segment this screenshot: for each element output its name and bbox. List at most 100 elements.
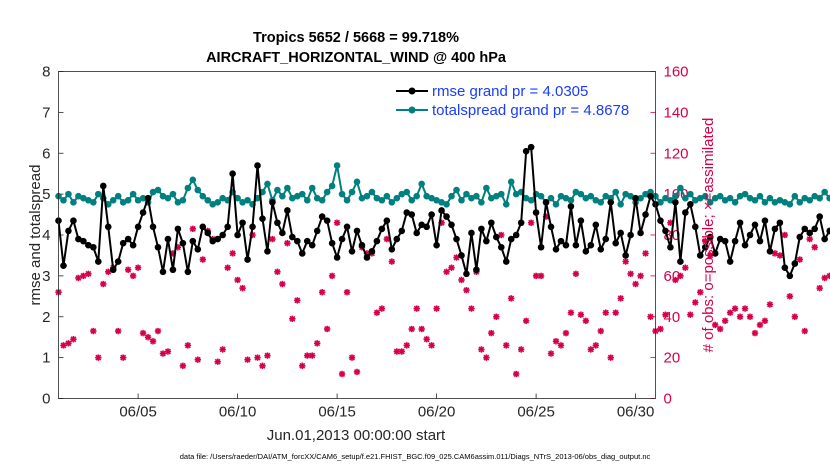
totalspread-point	[622, 190, 629, 198]
obs-marker	[811, 244, 818, 251]
left-tick-label: 8	[42, 64, 50, 81]
rmse-point	[154, 243, 162, 251]
right-tick-label: 160	[664, 64, 689, 81]
totalspread-point	[711, 194, 719, 202]
rmse-point	[672, 199, 679, 206]
totalspread-point	[378, 196, 386, 204]
totalspread-point	[179, 196, 187, 204]
obs-marker	[229, 250, 236, 257]
totalspread-point	[821, 188, 828, 196]
totalspread-point	[672, 192, 679, 200]
obs-marker	[189, 225, 197, 233]
rmse-point	[771, 225, 779, 233]
totalspread-point	[562, 194, 570, 202]
totalspread-point	[483, 184, 490, 192]
rmse-point	[289, 233, 296, 241]
obs-marker	[199, 256, 206, 263]
obs-marker	[602, 309, 609, 316]
totalspread-point	[294, 192, 301, 200]
rmse-point	[139, 209, 147, 216]
x-tick-label: 06/25	[517, 404, 555, 421]
obs-marker	[85, 270, 92, 278]
left-tick-label: 4	[42, 227, 50, 244]
obs-marker	[194, 356, 201, 363]
rmse-point	[443, 213, 450, 220]
rmse-point	[562, 241, 570, 249]
totalspread-point	[80, 194, 87, 202]
totalspread-point	[164, 194, 172, 202]
totalspread-point	[736, 192, 744, 200]
obs-marker	[517, 346, 525, 353]
rmse-point	[642, 211, 649, 218]
obs-marker	[413, 305, 420, 312]
totalspread-point	[682, 194, 689, 202]
rmse-point	[328, 239, 336, 247]
rmse-point	[149, 223, 157, 231]
rmse-point	[209, 237, 217, 245]
obs-marker	[239, 284, 246, 292]
totalspread-series	[55, 162, 830, 208]
rmse-point	[517, 219, 525, 227]
obs-marker	[547, 350, 555, 357]
rmse-point	[224, 223, 231, 231]
rmse-point	[70, 217, 77, 224]
rmse-point	[478, 225, 485, 233]
obs-marker	[134, 264, 142, 271]
obs-marker	[269, 235, 276, 243]
obs-marker	[284, 239, 291, 247]
obs-marker	[90, 327, 97, 335]
obs-marker	[219, 346, 226, 353]
totalspread-point	[587, 192, 595, 200]
obs-marker	[95, 354, 102, 361]
obs-marker	[164, 348, 172, 355]
rmse-point	[124, 235, 132, 243]
totalspread-point	[786, 201, 794, 208]
totalspread-point	[597, 199, 605, 206]
rmse-point	[104, 223, 112, 231]
rmse-point	[244, 256, 251, 263]
obs-marker	[115, 327, 122, 335]
rmse-point	[721, 237, 729, 245]
rmse-point	[298, 250, 306, 257]
obs-marker	[597, 327, 604, 335]
totalspread-point	[438, 199, 445, 206]
totalspread-point	[458, 196, 465, 204]
totalspread-point	[771, 199, 779, 206]
obs-marker	[70, 336, 77, 343]
obs-marker	[463, 286, 470, 294]
rmse-point	[488, 219, 495, 227]
obs-marker	[672, 276, 679, 284]
rmse-point	[497, 243, 505, 251]
totalspread-point	[60, 196, 67, 204]
rmse-point	[179, 239, 187, 247]
rmse-point	[234, 231, 241, 239]
obs-marker	[294, 297, 301, 304]
plot-frame	[58, 71, 656, 399]
totalspread-point	[204, 196, 212, 204]
obs-marker	[567, 309, 575, 316]
totalspread-point	[617, 201, 624, 208]
rmse-point	[552, 246, 560, 253]
totalspread-point	[174, 199, 182, 206]
totalspread-point	[403, 188, 411, 196]
totalspread-point	[65, 190, 72, 198]
obs-marker	[378, 305, 386, 312]
rmse-point	[318, 213, 326, 220]
obs-marker	[751, 329, 759, 337]
obs-marker	[453, 254, 460, 261]
obs-marker	[483, 354, 490, 361]
totalspread-point	[453, 186, 460, 194]
rmse-point	[507, 235, 515, 243]
rmse-point	[99, 182, 107, 190]
totalspread-point	[741, 190, 749, 198]
totalspread-point	[214, 199, 221, 206]
obs-marker	[149, 338, 157, 345]
totalspread-point	[398, 190, 406, 198]
totalspread-point	[85, 196, 92, 204]
totalspread-point	[388, 199, 396, 206]
obs-marker	[647, 313, 654, 320]
rmse-point	[736, 219, 744, 227]
totalspread-point	[333, 162, 341, 169]
obs-marker	[478, 346, 485, 353]
